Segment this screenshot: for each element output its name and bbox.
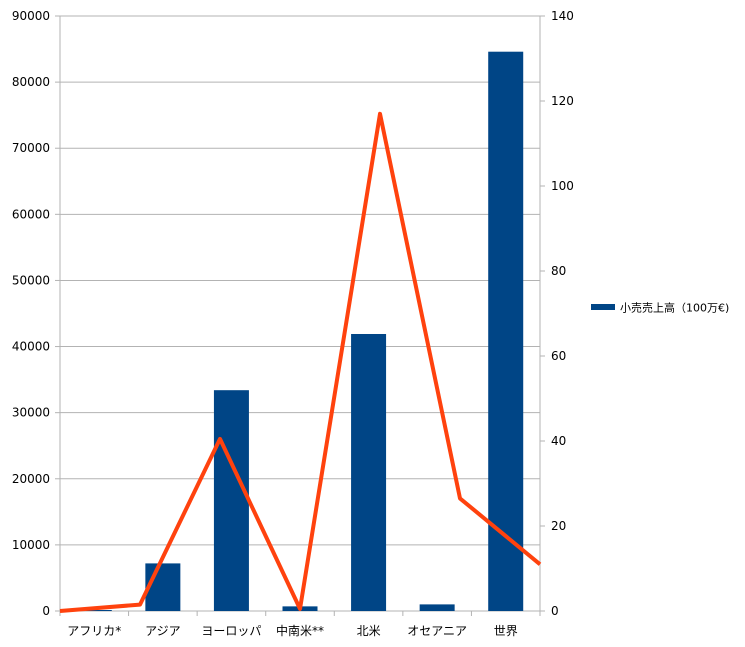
y-tick-label: 40000: [12, 340, 50, 354]
line-series: [59, 111, 542, 613]
x-category-label: 世界: [494, 624, 518, 638]
bar: [145, 563, 181, 611]
y-tick-label: 80000: [12, 75, 50, 89]
y-tick-label: 70000: [12, 141, 50, 155]
legend-label: 小売売上高（100万€): [620, 301, 729, 315]
y-tick-label: 30000: [12, 406, 50, 420]
x-category-label: オセアニア: [407, 624, 467, 638]
y2-tick-label: 0: [551, 604, 559, 618]
y2-tick-label: 100: [551, 179, 574, 193]
y-tick-label: 0: [42, 604, 50, 618]
bar-series: [76, 51, 524, 611]
y2-tick-label: 20: [551, 519, 566, 533]
y-axis-tick-labels: 0 10000 20000 30000 40000 50000 60000 70000 8000…: [12, 9, 50, 618]
axes: [55, 15, 545, 616]
x-category-label: ヨーロッパ: [201, 624, 261, 638]
legend: 小売売上高（100万€): [591, 301, 729, 315]
bar: [76, 610, 112, 611]
bar: [419, 604, 455, 611]
y-tick-label: 20000: [12, 472, 50, 486]
y-tick-label: 10000: [12, 538, 50, 552]
bar: [488, 51, 524, 611]
x-axis-category-labels: アフリカ* アジア ヨーロッパ 中南米** 北米 オセアニア 世界: [67, 623, 517, 638]
y2-axis-tick-labels: 0 20 40 60 80 100 120 140: [551, 9, 574, 618]
bar: [351, 333, 387, 611]
line-series-path: [59, 111, 542, 613]
x-category-label: 北米: [357, 624, 381, 638]
y2-tick-label: 40: [551, 434, 566, 448]
gridlines: [60, 15, 540, 612]
y2-tick-label: 120: [551, 94, 574, 108]
y-tick-label: 60000: [12, 207, 50, 221]
bar: [213, 390, 249, 611]
x-category-label: アフリカ*: [67, 624, 121, 638]
y2-tick-label: 80: [551, 264, 566, 278]
y-tick-label: 50000: [12, 273, 50, 287]
y2-tick-label: 60: [551, 349, 566, 363]
legend-swatch: [591, 304, 615, 310]
x-category-label: 中南米**: [276, 623, 324, 638]
y2-tick-label: 140: [551, 9, 574, 23]
x-category-label: アジア: [145, 624, 181, 638]
y-tick-label: 90000: [12, 9, 50, 23]
